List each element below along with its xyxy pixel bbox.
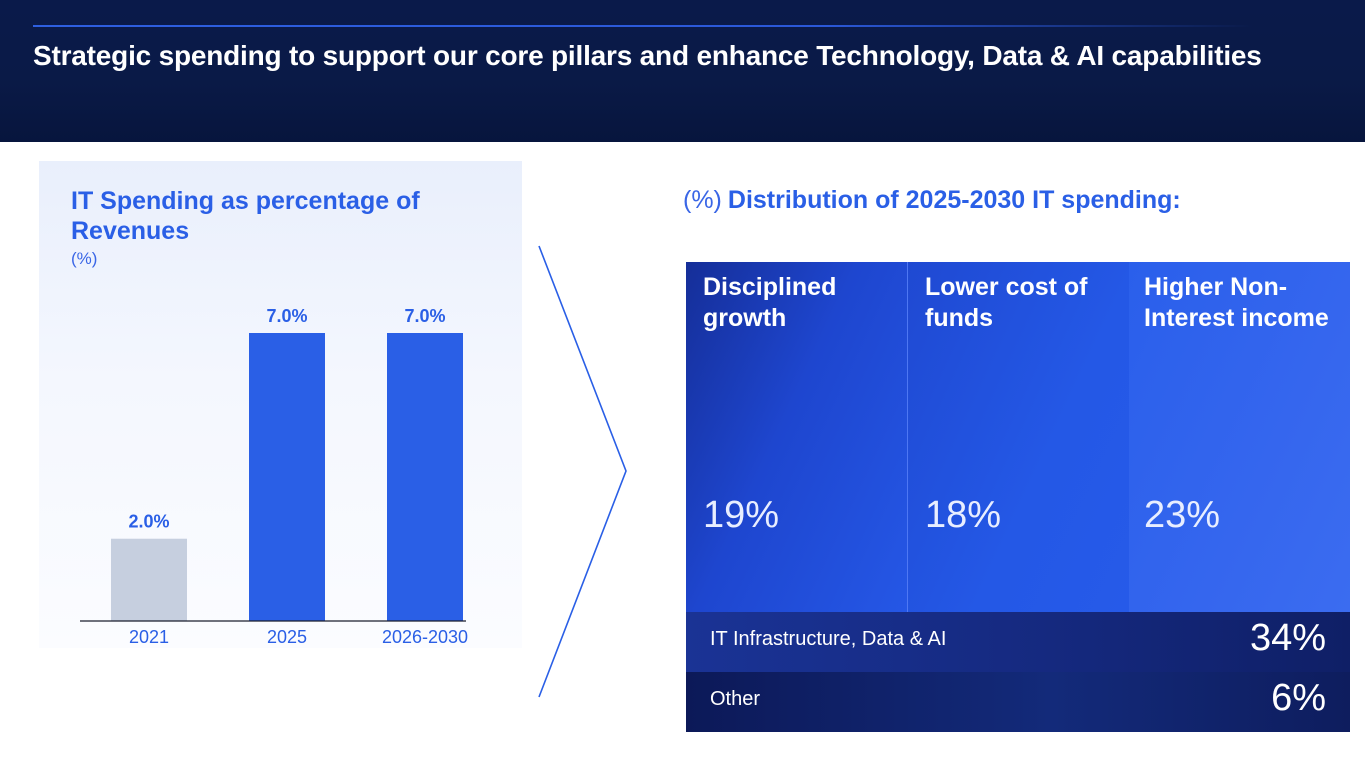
band-it-infrastructure: IT Infrastructure, Data & AI 34% (686, 612, 1350, 672)
chevron-arrow-icon (538, 245, 627, 698)
pillar-label: Higher Non-Interest income (1144, 273, 1329, 332)
band-value: 6% (1271, 677, 1326, 719)
band-label: Other (710, 688, 761, 710)
pillar-label: Lower cost of funds (925, 273, 1088, 332)
pillar-value: 19% (703, 494, 780, 536)
header-accent-line (33, 25, 1253, 27)
chart-title: IT Spending as percentage of Revenues (71, 187, 420, 245)
header-banner: Strategic spending to support our core p… (0, 0, 1365, 142)
distribution-unit: (%) (683, 186, 722, 214)
pillar-higher-non-interest-income: Higher Non-Interest income 23% (1129, 262, 1350, 612)
data-label-2021: 2.0% (128, 512, 169, 532)
x-tick-label-2021: 2021 (129, 627, 169, 647)
band-value: 34% (1249, 617, 1326, 659)
pillar-value: 18% (925, 494, 1002, 536)
page-title: Strategic spending to support our core p… (33, 40, 1262, 71)
it-spending-bar-chart: 2.0% 2021 7.0% 2025 7.0% 2026-2030 (80, 306, 468, 647)
pillar-label: Disciplined growth (703, 273, 837, 332)
bar-2021 (111, 538, 187, 621)
distribution-title: (%) Distribution of 2025-2030 IT spending… (683, 186, 1181, 215)
data-label-2026-2030: 7.0% (404, 306, 445, 326)
chart-unit-label: (%) (71, 249, 98, 268)
bar-2025 (249, 333, 325, 621)
data-label-2025: 7.0% (266, 306, 307, 326)
band-label: IT Infrastructure, Data & AI (710, 628, 947, 650)
pillar-lower-cost-of-funds: Lower cost of funds 18% (907, 262, 1130, 612)
distribution-title-text: Distribution of 2025-2030 IT spending: (727, 186, 1181, 214)
bar-2026-2030 (387, 333, 463, 621)
x-tick-label-2025: 2025 (267, 627, 307, 647)
bars-layer: 2.0% 2021 7.0% 2025 7.0% 2026-2030 (111, 306, 468, 647)
pillar-value: 23% (1144, 494, 1221, 536)
band-other: Other 6% (686, 672, 1350, 732)
pillar-disciplined-growth: Disciplined growth 19% (686, 262, 907, 612)
x-tick-label-2026-2030: 2026-2030 (382, 627, 468, 647)
